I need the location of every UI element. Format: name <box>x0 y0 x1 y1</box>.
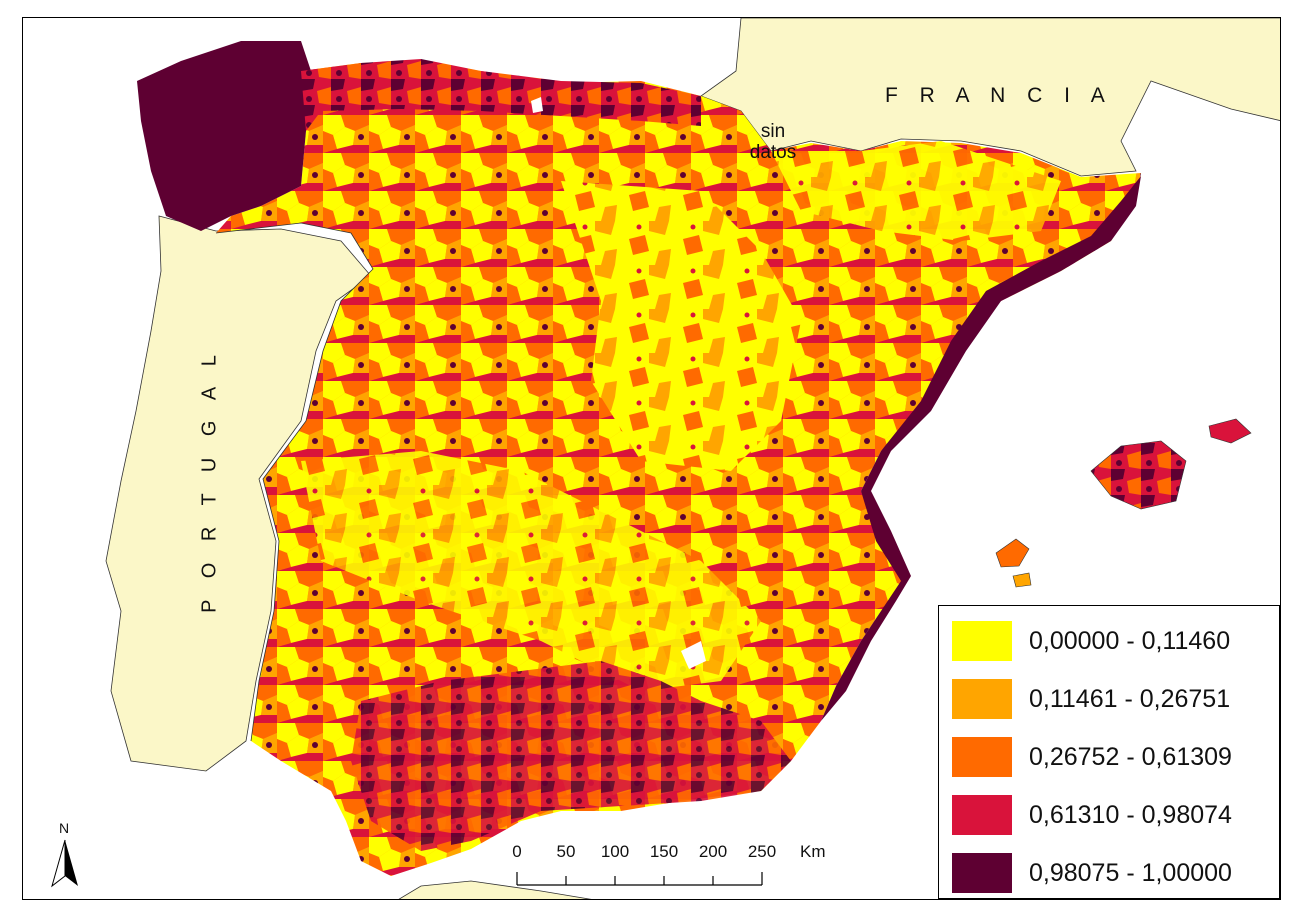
portugal-label: P O R T U G A L <box>198 347 221 613</box>
north-arrow-shape <box>51 839 78 888</box>
legend-swatch <box>952 621 1012 661</box>
scale-bar: 0 50 100 150 200 250 Km <box>505 842 835 892</box>
central-yellow-zone <box>561 181 801 471</box>
no-data-label-line1: sin <box>760 121 786 142</box>
mallorca-island <box>1090 440 1187 510</box>
legend-label: 0,00000 - 0,11460 <box>1029 627 1231 655</box>
spain-mainland <box>216 61 1141 876</box>
legend-swatch <box>952 853 1012 893</box>
portugal-land <box>105 215 372 772</box>
south-yellow-zone <box>301 451 761 691</box>
map-legend: 0,00000 - 0,11460 0,11461 - 0,26751 0,26… <box>938 605 1280 899</box>
legend-label: 0,61310 - 0,98074 <box>1029 801 1232 829</box>
legend-label: 0,26752 - 0,61309 <box>1029 743 1232 771</box>
scale-tick-label: 100 <box>600 842 630 861</box>
scale-tick-label: 200 <box>698 842 728 861</box>
east-coast-dark-zone <box>821 176 1141 721</box>
africa-land <box>398 880 592 899</box>
scale-bar-line <box>516 872 763 886</box>
legend-swatch <box>952 737 1012 777</box>
formentera-island <box>1012 572 1032 588</box>
galicia-dark-zone <box>137 41 311 231</box>
legend-label: 0,11461 - 0,26751 <box>1029 685 1231 713</box>
scale-tick-label: 50 <box>556 842 576 861</box>
ibiza-island <box>995 538 1030 568</box>
scale-tick-label: 150 <box>649 842 679 861</box>
north-coast-red-zone <box>301 59 701 131</box>
legend-item: 0,98075 - 1,00000 <box>939 853 1279 893</box>
legend-item: 0,00000 - 0,11460 <box>939 621 1279 661</box>
no-data-label-line2: datos <box>749 142 797 163</box>
legend-label: 0,98075 - 1,00000 <box>1029 859 1232 887</box>
legend-item: 0,26752 - 0,61309 <box>939 737 1279 777</box>
legend-swatch <box>952 795 1012 835</box>
legend-item: 0,61310 - 0,98074 <box>939 795 1279 835</box>
northeast-yellow-zone <box>771 141 1061 241</box>
scale-tick-label: 250 <box>747 842 777 861</box>
scale-tick-label: 0 <box>512 842 522 861</box>
menorca-island <box>1208 418 1252 444</box>
legend-swatch <box>952 679 1012 719</box>
france-label: F R A N C I A <box>885 84 1113 107</box>
north-arrow-icon: N <box>48 820 84 890</box>
no-data-label: sin datos <box>728 121 818 163</box>
scale-unit-label: Km <box>800 842 826 861</box>
legend-item: 0,11461 - 0,26751 <box>939 679 1279 719</box>
north-label: N <box>59 820 70 836</box>
south-red-zone <box>351 661 791 851</box>
